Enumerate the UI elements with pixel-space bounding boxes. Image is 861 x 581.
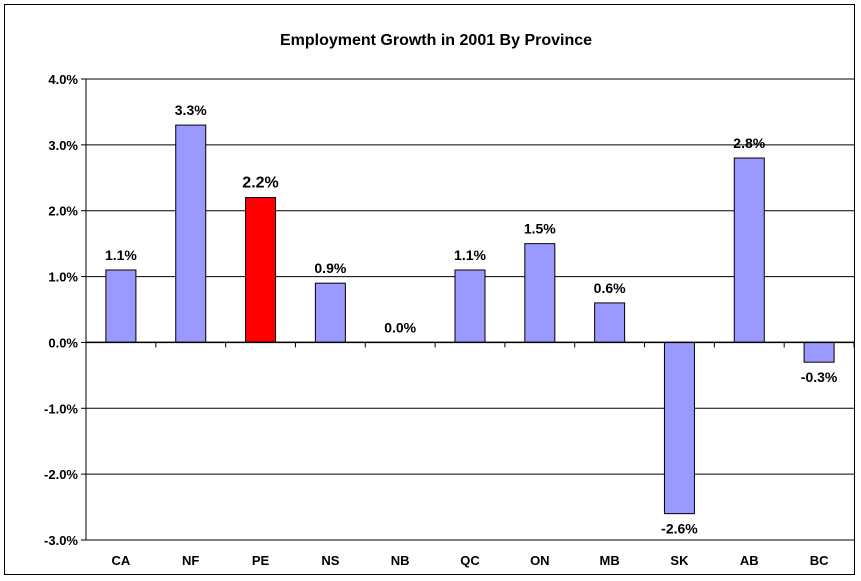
bar-chart: Employment Growth in 2001 By Province 4.… bbox=[44, 32, 854, 568]
bar-ab bbox=[733, 157, 765, 343]
x-tick-label-ab: AB bbox=[740, 553, 759, 568]
bars bbox=[105, 124, 835, 515]
y-tick-label: 2.0% bbox=[48, 204, 78, 219]
data-label-ns: 0.9% bbox=[314, 260, 346, 276]
data-label-sk: -2.6% bbox=[661, 521, 698, 537]
chart-title: Employment Growth in 2001 By Province bbox=[280, 32, 592, 49]
x-tick-label-nf: NF bbox=[182, 553, 199, 568]
y-tick-label: 4.0% bbox=[48, 72, 78, 87]
y-tick-label: -3.0% bbox=[44, 533, 78, 548]
bar-ca bbox=[105, 269, 137, 343]
x-tick-label-mb: MB bbox=[600, 553, 620, 568]
chart-frame: Employment Growth in 2001 By Province 4.… bbox=[4, 4, 855, 575]
y-tick-label: 3.0% bbox=[48, 138, 78, 153]
x-tick-label-nb: NB bbox=[391, 553, 410, 568]
bar-bc bbox=[803, 341, 835, 363]
x-tick-label-qc: QC bbox=[460, 553, 480, 568]
x-tick-label-ns: NS bbox=[321, 553, 339, 568]
y-tick-label: -1.0% bbox=[44, 401, 78, 416]
data-label-on: 1.5% bbox=[524, 221, 556, 237]
bar-sk bbox=[663, 341, 695, 515]
bar-ns bbox=[314, 282, 346, 343]
bar-on bbox=[524, 243, 556, 343]
data-label-bc: -0.3% bbox=[801, 369, 838, 385]
x-tick-label-pe: PE bbox=[252, 553, 270, 568]
y-tick-label: -2.0% bbox=[44, 467, 78, 482]
labels: 4.0% 3.0% 2.0% 1.0% 0.0% -1.0% -2.0% -3.0% 1.1% C… bbox=[44, 72, 838, 568]
data-label-nb: 0.0% bbox=[384, 319, 416, 335]
axes bbox=[81, 78, 854, 541]
data-label-ab: 2.8% bbox=[733, 135, 765, 151]
y-tick-label: 1.0% bbox=[48, 270, 78, 285]
x-tick-label-sk: SK bbox=[670, 553, 689, 568]
bar-qc bbox=[454, 269, 486, 343]
data-label-pe: 2.2% bbox=[242, 175, 278, 192]
y-tick-label: 0.0% bbox=[48, 335, 78, 350]
x-tick-label-bc: BC bbox=[810, 553, 829, 568]
bar-mb bbox=[594, 302, 626, 343]
data-label-qc: 1.1% bbox=[454, 247, 486, 263]
bar-nf bbox=[175, 124, 207, 343]
x-tick-label-ca: CA bbox=[112, 553, 131, 568]
x-tick-label-on: ON bbox=[530, 553, 550, 568]
bar-pe bbox=[245, 197, 277, 343]
data-label-mb: 0.6% bbox=[594, 280, 626, 296]
data-label-nf: 3.3% bbox=[175, 102, 207, 118]
data-label-ca: 1.1% bbox=[105, 247, 137, 263]
